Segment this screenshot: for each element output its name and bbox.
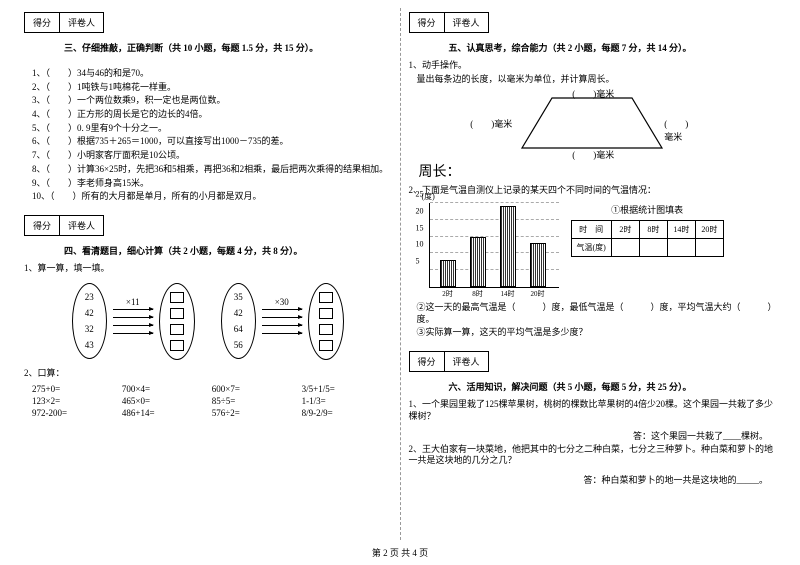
grader-label: 评卷人 [445, 352, 488, 371]
judge-item: 7、（ ）小明家客厅面积是10公顷。 [32, 150, 392, 162]
page-footer: 第 2 页 共 4 页 [0, 546, 800, 559]
section-4-title: 四、看清题目，细心计算（共 2 小题，每题 4 分，共 8 分）。 [64, 244, 392, 257]
q5-2c: ③实际算一算，这天的平均气温是多少度？ [417, 327, 777, 339]
answer-2: 答：种白菜和萝卜的地一共是这块地的_____。 [409, 473, 769, 486]
score-box: 得分 评卷人 [409, 351, 489, 372]
score-box: 得分 评卷人 [24, 12, 104, 33]
score-label: 得分 [25, 216, 60, 235]
blank-cell[interactable] [611, 239, 639, 257]
ellipse-left-1: 23 42 32 43 [72, 283, 107, 359]
ellipse-right-2 [308, 283, 344, 360]
q6-2: 2、王大伯家有一块菜地，他把其中的七分之二种白菜，七分之三种萝卜。种白菜和萝卜的… [409, 444, 777, 467]
section-5-title: 五、认真思考，综合能力（共 2 小题，每题 7 分，共 14 分）。 [449, 41, 777, 54]
score-label: 得分 [410, 352, 445, 371]
section-3-items: 1、（ ）34与46的和是70。 2、（ ）1吨铁与1吨棉花一样重。 3、（ ）… [32, 68, 392, 203]
judge-item: 4、（ ）正方形的周长是它的边长的4倍。 [32, 109, 392, 121]
blank-box[interactable] [319, 308, 333, 319]
blank-cell[interactable] [639, 239, 667, 257]
blank-box[interactable] [319, 324, 333, 335]
q5-2b: ②这一天的最高气温是（ ）度，最低气温是（ ）度，平均气温大约（ ）度。 [417, 302, 777, 325]
judge-item: 9、（ ）李老师身高15米。 [32, 178, 392, 190]
perimeter-label: 周长： [419, 161, 777, 181]
trapezoid-figure: ( )毫米 ( )毫米 ( )毫米 ( )毫米 [502, 93, 682, 153]
temperature-table: 时 间 2时 8时 14时 20时 气温(度) [571, 220, 724, 257]
q5-1: 1、动手操作。 [409, 60, 777, 72]
right-column: 得分 评卷人 五、认真思考，综合能力（共 2 小题，每题 7 分，共 14 分）… [401, 8, 785, 540]
section-6-title: 六、活用知识，解决问题（共 5 小题，每题 5 分，共 25 分）。 [449, 380, 777, 393]
blank-box[interactable] [170, 340, 184, 351]
section-3-title: 三、仔细推敲，正确判断（共 10 小题，每题 1.5 分，共 15 分）。 [64, 41, 392, 54]
judge-item: 1、（ ）34与46的和是70。 [32, 68, 392, 80]
q5-1-desc: 量出每条边的长度，以毫米为单位，并计算周长。 [417, 74, 777, 86]
judge-item: 3、（ ）一个两位数乘9，积一定也是两位数。 [32, 95, 392, 107]
mental-math-grid: 275+0= 700×4= 600×7= 3/5+1/5= 123×2= 465… [32, 383, 392, 419]
q4-2: 2、口算： [24, 368, 392, 380]
blank-box[interactable] [319, 340, 333, 351]
judge-item: 6、（ ）根据735＋265＝1000，可以直接写出1000－735的差。 [32, 136, 392, 148]
blank-box[interactable] [170, 308, 184, 319]
left-column: 得分 评卷人 三、仔细推敲，正确判断（共 10 小题，每题 1.5 分，共 15… [16, 8, 401, 540]
q6-1: 1、一个果园里栽了125棵苹果树，桃树的棵数比苹果树的4倍少20棵。这个果园一共… [409, 399, 777, 422]
blank-box[interactable] [170, 292, 184, 303]
judge-item: 8、（ ）计算36×25时，先把36和5相乘，再把36和2相乘，最后把两次乘得的… [32, 164, 392, 176]
judge-item: 5、（ ）0. 9里有9个十分之一。 [32, 123, 392, 135]
chart-area: (度) 25 20 15 10 5 2时 8时 14时 20时 ①根据统计图填表… [409, 203, 777, 288]
score-box: 得分 评卷人 [24, 215, 104, 236]
mapping-diagram: 23 42 32 43 ×11 35 42 64 56 [24, 283, 392, 360]
arrows-right: ×30 [262, 309, 302, 334]
q5-2: 2、下面是气温自测仪上记录的某天四个不同时间的气温情况： [409, 185, 777, 197]
blank-box[interactable] [170, 324, 184, 335]
score-label: 得分 [25, 13, 60, 32]
score-label: 得分 [410, 13, 445, 32]
chart-table-wrap: ①根据统计图填表 时 间 2时 8时 14时 20时 气温(度) [571, 203, 724, 288]
blank-cell[interactable] [695, 239, 723, 257]
chart-title: ①根据统计图填表 [571, 203, 724, 216]
grader-label: 评卷人 [60, 216, 103, 235]
blank-cell[interactable] [667, 239, 695, 257]
answer-1: 答：这个果园一共栽了____棵树。 [409, 429, 769, 442]
score-box: 得分 评卷人 [409, 12, 489, 33]
q4-1: 1、算一算，填一填。 [24, 263, 392, 275]
judge-item: 2、（ ）1吨铁与1吨棉花一样重。 [32, 82, 392, 94]
bar-chart: (度) 25 20 15 10 5 2时 8时 14时 20时 [429, 203, 559, 288]
grader-label: 评卷人 [60, 13, 103, 32]
grader-label: 评卷人 [445, 13, 488, 32]
arrows-left: ×11 [113, 309, 153, 334]
judge-item: 10、（ ）所有的大月都是单月，所有的小月都是双月。 [32, 191, 392, 203]
ellipse-right-1: 35 42 64 56 [221, 283, 256, 359]
ellipse-left-2 [159, 283, 195, 360]
blank-box[interactable] [319, 292, 333, 303]
